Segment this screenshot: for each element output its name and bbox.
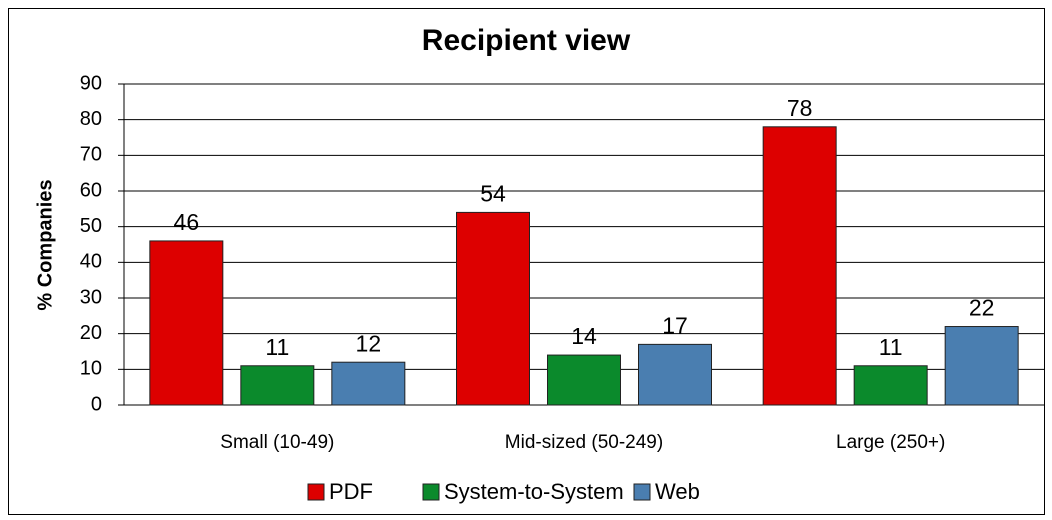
data-label: 11 (879, 334, 903, 360)
bar (853, 365, 928, 406)
y-tick-label: 10 (80, 358, 102, 380)
data-label: 11 (265, 334, 289, 360)
legend-label: Web (655, 479, 700, 504)
y-tick-label: 60 (80, 179, 102, 201)
bar (456, 211, 530, 406)
legend-swatch (633, 483, 651, 501)
bar (638, 343, 712, 406)
y-axis-label: % Companies (34, 179, 56, 310)
data-label: 54 (480, 180, 506, 206)
data-label: 12 (356, 330, 382, 356)
bar (762, 126, 837, 406)
y-tick-label: 70 (80, 144, 102, 166)
y-tick-label: 20 (80, 322, 102, 344)
legend-label: PDF (329, 479, 373, 504)
bar (240, 365, 315, 406)
bar (331, 361, 406, 406)
data-label: 17 (662, 312, 688, 338)
x-tick-label: Large (250+) (836, 432, 945, 453)
chart-title: Recipient view (422, 24, 631, 57)
y-tick-label: 50 (80, 215, 102, 237)
x-tick-label: Small (10-49) (220, 432, 334, 453)
data-label: 46 (174, 209, 200, 235)
bar (149, 240, 224, 406)
y-tick-label: 0 (91, 393, 102, 415)
bar (944, 326, 1019, 406)
y-tick-label: 30 (80, 286, 102, 308)
legend-swatch (422, 483, 440, 501)
legend-label: System-to-System (444, 479, 624, 504)
y-tick-label: 40 (80, 251, 102, 273)
legend-swatch (307, 483, 325, 501)
bar (547, 354, 621, 406)
x-tick-label: Mid-sized (50-249) (505, 432, 663, 453)
y-tick-label: 90 (80, 72, 102, 94)
data-label: 22 (969, 295, 995, 321)
data-label: 14 (571, 323, 597, 349)
data-label: 78 (787, 95, 813, 121)
y-tick-label: 80 (80, 108, 102, 130)
